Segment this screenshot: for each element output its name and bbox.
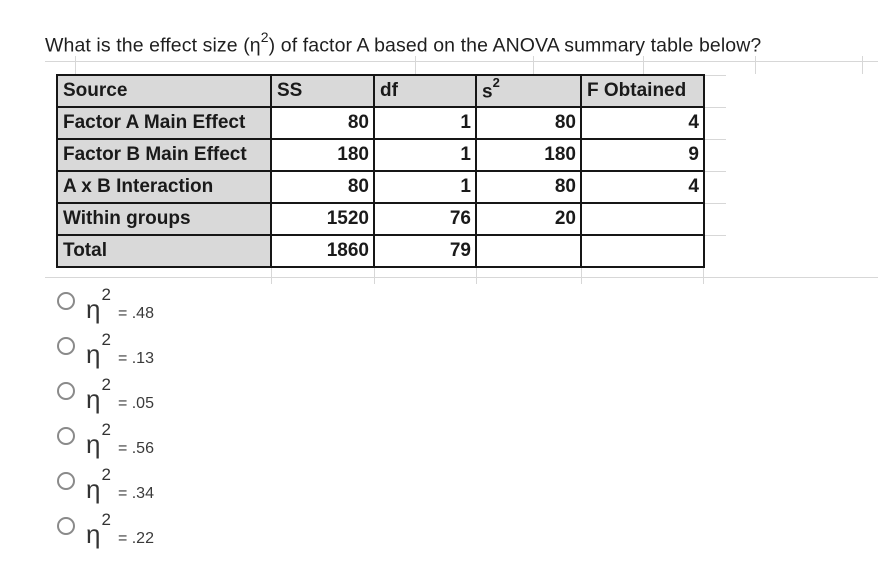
radio-button-icon[interactable] bbox=[57, 382, 75, 400]
gridline bbox=[703, 268, 704, 284]
option-eta-13[interactable]: η2 = .13 bbox=[57, 330, 154, 380]
option-eta-symbol: η2 bbox=[86, 330, 111, 369]
question-title-post: ) of factor A based on the ANOVA summary… bbox=[268, 34, 762, 57]
option-label: η2 = .48 bbox=[86, 285, 154, 324]
gridline bbox=[581, 268, 582, 284]
cell-source: Total bbox=[56, 234, 272, 268]
option-eta-48[interactable]: η2 = .48 bbox=[57, 285, 154, 335]
table-row: A x B Interaction 80 1 80 4 bbox=[56, 170, 705, 204]
gridline bbox=[533, 56, 534, 74]
option-eta-05[interactable]: η2 = .05 bbox=[57, 375, 154, 425]
cell-ss: 80 bbox=[270, 106, 375, 140]
cell-ss: 180 bbox=[270, 138, 375, 172]
option-eta-symbol: η2 bbox=[86, 510, 111, 549]
option-eta-symbol: η2 bbox=[86, 420, 111, 459]
option-label: η2 = .34 bbox=[86, 465, 154, 504]
cell-source: Within groups bbox=[56, 202, 272, 236]
option-label: η2 = .22 bbox=[86, 510, 154, 549]
cell-f-obtained bbox=[580, 202, 705, 236]
gridline bbox=[862, 56, 863, 74]
radio-button-icon[interactable] bbox=[57, 292, 75, 310]
gridline bbox=[704, 203, 726, 204]
gridline bbox=[643, 56, 644, 74]
question-title: What is the effect size (η2) of factor A… bbox=[45, 29, 762, 58]
question-title-pre: What is the effect size (η bbox=[45, 34, 261, 57]
gridline bbox=[75, 56, 76, 74]
header-s-exponent: 2 bbox=[492, 75, 500, 91]
option-eta-symbol: η2 bbox=[86, 375, 111, 414]
cell-source: A x B Interaction bbox=[56, 170, 272, 204]
option-value: = .34 bbox=[117, 484, 154, 502]
radio-button-icon[interactable] bbox=[57, 337, 75, 355]
option-eta-symbol: η2 bbox=[86, 465, 111, 504]
gridline bbox=[45, 61, 878, 62]
option-value: = .05 bbox=[117, 394, 154, 412]
cell-df: 76 bbox=[373, 202, 477, 236]
cell-source: Factor A Main Effect bbox=[56, 106, 272, 140]
cell-source: Factor B Main Effect bbox=[56, 138, 272, 172]
cell-ss: 80 bbox=[270, 170, 375, 204]
cell-df: 1 bbox=[373, 106, 477, 140]
cell-ss: 1860 bbox=[270, 234, 375, 268]
table-header-row: Source SS df s2 F Obtained bbox=[56, 74, 705, 108]
cell-s-squared bbox=[475, 234, 582, 268]
option-eta-56[interactable]: η2 = .56 bbox=[57, 420, 154, 470]
option-label: η2 = .05 bbox=[86, 375, 154, 414]
cell-ss: 1520 bbox=[270, 202, 375, 236]
cell-f-obtained: 4 bbox=[580, 106, 705, 140]
option-eta-22[interactable]: η2 = .22 bbox=[57, 510, 154, 560]
gridline bbox=[704, 107, 726, 108]
answer-options: η2= .48 η2= .13 η2= .05 η2= .56 η2= .34 … bbox=[57, 285, 154, 560]
cell-f-obtained bbox=[580, 234, 705, 268]
header-f-obtained: F Obtained bbox=[580, 74, 705, 108]
cell-f-obtained: 4 bbox=[580, 170, 705, 204]
gridline bbox=[704, 235, 726, 236]
table-row: Factor B Main Effect 180 1 180 9 bbox=[56, 138, 705, 172]
header-source: Source bbox=[56, 74, 272, 108]
gridline bbox=[704, 171, 726, 172]
option-value: = .48 bbox=[117, 304, 154, 322]
header-df: df bbox=[373, 74, 477, 108]
gridline bbox=[476, 268, 477, 284]
gridline bbox=[704, 139, 726, 140]
gridline bbox=[755, 56, 756, 74]
gridline bbox=[271, 268, 272, 284]
cell-df: 1 bbox=[373, 170, 477, 204]
question-title-superscript: 2 bbox=[260, 29, 269, 45]
cell-df: 1 bbox=[373, 138, 477, 172]
header-s-base: s bbox=[482, 81, 493, 103]
option-value: = .13 bbox=[117, 349, 154, 367]
table-row: Factor A Main Effect 80 1 80 4 bbox=[56, 106, 705, 140]
gridline bbox=[415, 56, 416, 74]
table-row: Total 1860 79 bbox=[56, 234, 705, 268]
table-row: Within groups 1520 76 20 bbox=[56, 202, 705, 236]
cell-s-squared: 80 bbox=[475, 170, 582, 204]
option-value: = .56 bbox=[117, 439, 154, 457]
gridline bbox=[374, 268, 375, 284]
anova-summary-table: Source SS df s2 F Obtained Factor A Main… bbox=[56, 74, 705, 268]
cell-s-squared: 180 bbox=[475, 138, 582, 172]
radio-button-icon[interactable] bbox=[57, 427, 75, 445]
radio-button-icon[interactable] bbox=[57, 472, 75, 490]
cell-s-squared: 80 bbox=[475, 106, 582, 140]
cell-df: 79 bbox=[373, 234, 477, 268]
cell-s-squared: 20 bbox=[475, 202, 582, 236]
header-ss: SS bbox=[270, 74, 375, 108]
gridline bbox=[704, 75, 726, 76]
option-eta-symbol: η2 bbox=[86, 285, 111, 324]
option-eta-34[interactable]: η2 = .34 bbox=[57, 465, 154, 515]
option-label: η2 = .56 bbox=[86, 420, 154, 459]
option-label: η2 = .13 bbox=[86, 330, 154, 369]
cell-f-obtained: 9 bbox=[580, 138, 705, 172]
option-value: = .22 bbox=[117, 529, 154, 547]
radio-button-icon[interactable] bbox=[57, 517, 75, 535]
gridline bbox=[45, 277, 878, 278]
header-s-squared: s2 bbox=[475, 74, 582, 108]
